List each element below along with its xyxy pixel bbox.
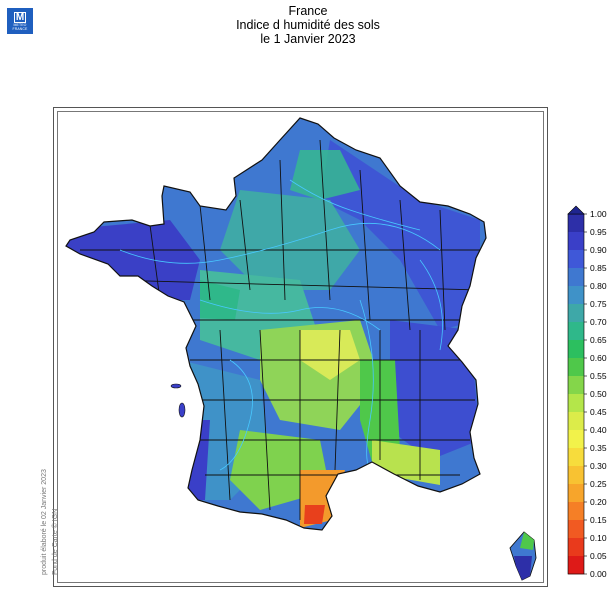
legend-tick-label: 0.35 bbox=[590, 443, 607, 453]
region-massif-yellow bbox=[300, 330, 360, 380]
legend-tick-label: 0.10 bbox=[590, 533, 607, 543]
legend-swatch bbox=[568, 484, 584, 503]
legend-tick-label: 0.85 bbox=[590, 263, 607, 273]
legend-tick-label: 1.00 bbox=[590, 209, 607, 219]
region-bretagne bbox=[66, 220, 200, 300]
meteo-france-logo: M METEO FRANCE bbox=[7, 8, 33, 34]
legend-swatch bbox=[568, 556, 584, 575]
region-alpes bbox=[390, 320, 480, 460]
title-date: le 1 Janvier 2023 bbox=[260, 32, 356, 46]
legend-swatch bbox=[568, 430, 584, 449]
map-frame bbox=[53, 107, 548, 587]
legend-swatch bbox=[568, 304, 584, 323]
legend-tick-label: 0.45 bbox=[590, 407, 607, 417]
legend-tick-label: 0.65 bbox=[590, 335, 607, 345]
legend-tick-label: 0.40 bbox=[590, 425, 607, 435]
legend-swatch bbox=[568, 286, 584, 305]
corse-north bbox=[520, 532, 534, 550]
legend-tick-label: 0.25 bbox=[590, 479, 607, 489]
legend-swatch bbox=[568, 214, 584, 233]
map-title-block: France Indice d humidité des sols le 1 J… bbox=[0, 4, 616, 46]
region-roussillon-red bbox=[304, 505, 325, 524]
legend-tick-label: 0.55 bbox=[590, 371, 607, 381]
legend-tick-label: 0.60 bbox=[590, 353, 607, 363]
legend-swatch bbox=[568, 268, 584, 287]
legend-swatch bbox=[568, 466, 584, 485]
legend-colorbar bbox=[567, 213, 587, 575]
legend-swatch bbox=[568, 376, 584, 395]
ile-d-oleron bbox=[178, 402, 186, 418]
legend-tick-label: 0.20 bbox=[590, 497, 607, 507]
title-indicator: Indice d humidité des sols bbox=[236, 18, 380, 32]
logo-text-line2: FRANCE bbox=[12, 26, 28, 31]
legend-tick-label: 0.95 bbox=[590, 227, 607, 237]
logo-mark: M bbox=[13, 11, 27, 23]
region-picardie bbox=[290, 150, 360, 200]
legend-swatch bbox=[568, 250, 584, 269]
legend-swatch bbox=[568, 358, 584, 377]
legend-swatch bbox=[568, 322, 584, 341]
legend-tick-label: 0.90 bbox=[590, 245, 607, 255]
legend-top-marker bbox=[567, 205, 585, 215]
legend-swatch bbox=[568, 538, 584, 557]
legend-tick-label: 0.30 bbox=[590, 461, 607, 471]
legend-swatch bbox=[568, 340, 584, 359]
ile-de-re bbox=[170, 383, 182, 389]
legend-tick-label: 0.80 bbox=[590, 281, 607, 291]
legend-swatch bbox=[568, 448, 584, 467]
credit-basemap: Fond de Carte © IGN bbox=[52, 508, 59, 575]
credit-produced: produit élaboré le 02 Janvier 2023 bbox=[41, 469, 48, 575]
legend-tick-label: 0.50 bbox=[590, 389, 607, 399]
region-loire-green bbox=[200, 280, 240, 320]
legend-tick-label: 0.75 bbox=[590, 299, 607, 309]
department-borders bbox=[80, 139, 481, 520]
legend-tick-label: 0.05 bbox=[590, 551, 607, 561]
legend-swatch bbox=[568, 502, 584, 521]
region-provence bbox=[372, 440, 440, 485]
legend-tick-label: 0.15 bbox=[590, 515, 607, 525]
corse-south bbox=[514, 556, 532, 580]
legend-tick-label: 0.00 bbox=[590, 569, 607, 579]
title-country: France bbox=[288, 4, 328, 18]
legend-swatch bbox=[568, 520, 584, 539]
legend-tick-label: 0.70 bbox=[590, 317, 607, 327]
legend-swatch bbox=[568, 394, 584, 413]
logo-text-line1: METEO bbox=[13, 22, 27, 27]
legend-swatch bbox=[568, 412, 584, 431]
legend-swatch bbox=[568, 232, 584, 251]
region-nord-est bbox=[320, 140, 480, 330]
